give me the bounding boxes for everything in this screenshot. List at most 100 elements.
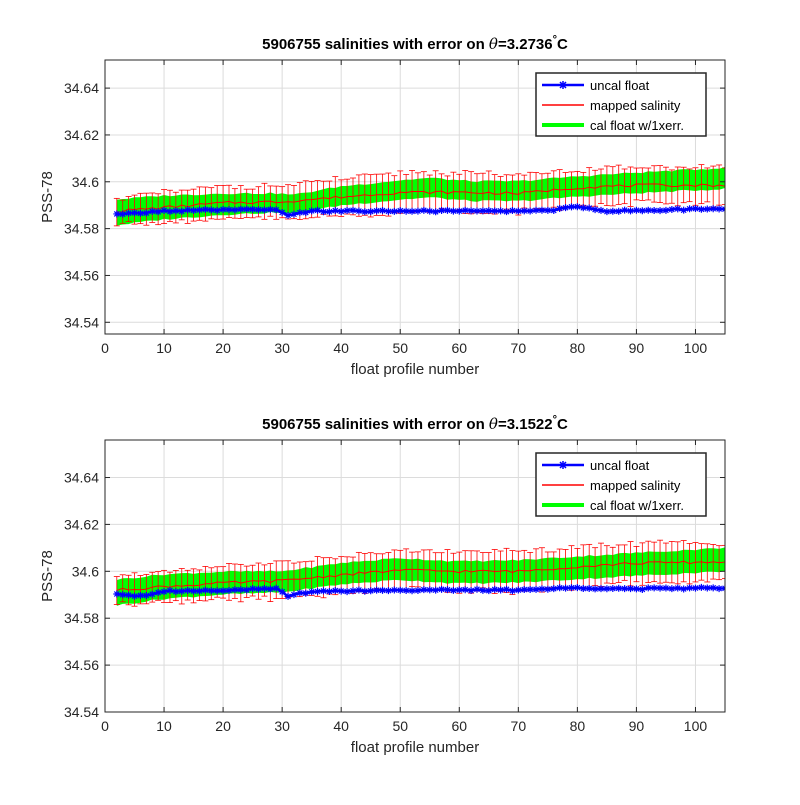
uncal-float-marker — [402, 207, 410, 215]
uncal-float-marker — [715, 205, 723, 213]
uncal-float-marker — [408, 587, 416, 595]
x-tick-label: 100 — [684, 340, 708, 356]
uncal-float-marker — [160, 588, 168, 596]
chart-title: 5906755 salinities with error on θ=3.273… — [262, 34, 568, 53]
uncal-float-marker — [255, 585, 263, 593]
uncal-float-marker — [343, 207, 351, 215]
uncal-float-marker — [379, 207, 387, 215]
uncal-float-marker — [302, 589, 310, 597]
title-degree: ° — [553, 414, 557, 426]
uncal-float-marker — [207, 206, 215, 214]
uncal-float-marker — [290, 591, 298, 599]
uncal-float-marker — [166, 208, 174, 216]
uncal-float-marker — [449, 586, 457, 594]
chart-title: 5906755 salinities with error on θ=3.152… — [262, 414, 568, 433]
uncal-float-marker — [308, 207, 316, 215]
uncal-float-marker — [154, 589, 162, 597]
uncal-float-marker — [432, 208, 440, 216]
uncal-float-marker — [621, 206, 629, 214]
uncal-float-marker — [609, 584, 617, 592]
title-unit: C — [557, 416, 568, 433]
x-tick-label: 10 — [156, 718, 172, 734]
uncal-float-marker — [627, 207, 635, 215]
uncal-float-marker — [497, 586, 505, 594]
y-tick-label: 34.62 — [64, 127, 99, 143]
uncal-float-marker — [414, 207, 422, 215]
uncal-float-marker — [337, 587, 345, 595]
uncal-float-marker — [461, 586, 469, 594]
uncal-float-marker — [396, 207, 404, 215]
uncal-float-marker — [367, 587, 375, 595]
uncal-float-marker — [526, 585, 534, 593]
uncal-float-marker — [278, 588, 286, 596]
uncal-float-marker — [579, 204, 587, 212]
uncal-float-marker — [195, 587, 203, 595]
uncal-float-marker — [497, 207, 505, 215]
x-tick-label: 50 — [392, 718, 408, 734]
uncal-float-marker — [125, 591, 133, 599]
y-tick-label: 34.58 — [64, 221, 99, 237]
uncal-float-marker — [355, 207, 363, 215]
uncal-float-marker — [148, 207, 156, 215]
uncal-float-marker — [491, 585, 499, 593]
uncal-float-marker — [325, 588, 333, 596]
uncal-float-marker — [473, 207, 481, 215]
uncal-float-marker — [686, 584, 694, 592]
y-tick-label: 34.56 — [64, 657, 99, 673]
uncal-float-marker — [668, 205, 676, 213]
uncal-float-marker — [503, 585, 511, 593]
uncal-float-marker — [243, 205, 251, 213]
x-tick-label: 0 — [101, 718, 109, 734]
uncal-float-marker — [585, 584, 593, 592]
chart-panel-1: 0 10 20 30 40 50 60 70 80 90 100 34.54 34.56 34.58 34.… — [39, 34, 726, 378]
uncal-float-marker — [615, 207, 623, 215]
uncal-float-marker — [260, 584, 268, 592]
uncal-float-marker — [148, 590, 156, 598]
uncal-float-marker — [408, 207, 416, 215]
title-prefix: 5906755 salinities with error on — [262, 416, 489, 433]
x-tick-label: 60 — [451, 718, 467, 734]
uncal-float-marker — [567, 584, 575, 592]
y-tick-label: 34.54 — [64, 314, 99, 330]
uncal-float-marker — [520, 207, 528, 215]
uncal-float-marker — [544, 585, 552, 593]
uncal-float-marker — [314, 587, 322, 595]
x-tick-label: 70 — [511, 718, 527, 734]
x-tick-label: 80 — [570, 340, 586, 356]
y-axis-label: PSS-78 — [39, 171, 56, 223]
uncal-float-marker — [131, 209, 139, 217]
uncal-float-marker — [337, 207, 345, 215]
uncal-float-marker — [544, 206, 552, 214]
uncal-float-marker — [479, 207, 487, 215]
y-tick-label: 34.62 — [64, 516, 99, 532]
uncal-float-marker — [131, 592, 139, 600]
uncal-float-marker — [225, 206, 233, 214]
uncal-float-marker — [166, 586, 174, 594]
uncal-float-marker — [213, 587, 221, 595]
uncal-float-marker — [591, 206, 599, 214]
uncal-float-marker — [201, 586, 209, 594]
mapped-salinity-line — [116, 560, 725, 591]
uncal-float-marker — [349, 587, 357, 595]
y-tick-label: 34.56 — [64, 267, 99, 283]
uncal-float-marker — [538, 206, 546, 214]
uncal-float-marker — [249, 585, 257, 593]
x-tick-label: 0 — [101, 340, 109, 356]
x-tick-label: 50 — [392, 340, 408, 356]
uncal-float-marker — [432, 586, 440, 594]
x-tick-label: 80 — [570, 718, 586, 734]
legend-label: cal float w/1xerr. — [590, 498, 684, 513]
uncal-float-marker — [697, 583, 705, 591]
uncal-float-marker — [308, 588, 316, 596]
uncal-float-marker — [384, 587, 392, 595]
uncal-float-marker — [597, 206, 605, 214]
uncal-float-marker — [485, 207, 493, 215]
uncal-float-marker — [290, 210, 298, 218]
uncal-float-marker — [426, 207, 434, 215]
uncal-float-marker — [443, 586, 451, 594]
uncal-float-marker — [266, 205, 274, 213]
uncal-float-marker — [491, 207, 499, 215]
uncal-float-marker — [349, 206, 357, 214]
uncal-float-marker — [272, 584, 280, 592]
uncal-float-marker — [562, 204, 570, 212]
